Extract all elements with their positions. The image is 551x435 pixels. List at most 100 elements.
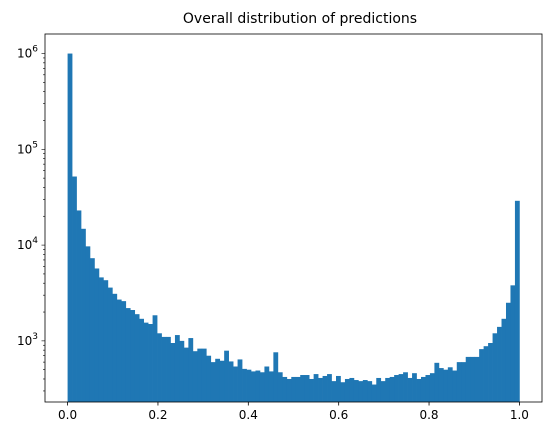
histogram-bar — [210, 362, 216, 402]
y-tick-label: 103 — [17, 332, 38, 348]
histogram-bar — [161, 336, 167, 402]
histogram-bar — [268, 371, 274, 402]
histogram-bar — [505, 302, 511, 402]
histogram-bar — [353, 380, 359, 402]
histogram-bar — [447, 367, 453, 402]
histogram-bar — [143, 322, 149, 402]
histogram-bar — [331, 381, 337, 402]
histogram-bar — [134, 314, 140, 402]
histogram-bar — [76, 210, 82, 402]
histogram-bar — [282, 376, 288, 402]
histogram-bar — [514, 200, 520, 402]
histogram-bar — [425, 375, 431, 402]
histogram-bar — [166, 336, 171, 402]
histogram-bar — [125, 308, 131, 402]
histogram-bar — [318, 377, 323, 402]
histogram-bar — [157, 333, 162, 402]
histogram-bar — [465, 356, 471, 402]
histogram-bar — [188, 338, 194, 402]
histogram-bar — [112, 293, 118, 402]
histogram-bar — [474, 356, 480, 402]
histogram-bar — [362, 380, 368, 402]
x-tick-label: 0.4 — [239, 408, 258, 422]
histogram-bar — [277, 372, 283, 402]
x-tick-label: 0.0 — [58, 408, 77, 422]
x-tick-label: 0.8 — [419, 408, 438, 422]
histogram-bar — [264, 366, 270, 402]
histogram-bar — [483, 346, 489, 402]
histogram-bar — [98, 277, 104, 402]
histogram-bar — [371, 384, 377, 402]
histogram-bar — [398, 374, 404, 402]
y-tick-label: 104 — [17, 236, 38, 252]
histogram-bars — [67, 53, 520, 403]
histogram-bar — [201, 348, 207, 402]
histogram-bar — [237, 359, 243, 402]
histogram-bar — [81, 228, 86, 402]
histogram-bar — [456, 362, 462, 402]
histogram-bar — [242, 368, 247, 402]
histogram-bar — [179, 340, 185, 402]
axes-frame — [44, 33, 543, 403]
histogram-bar — [452, 370, 458, 402]
histogram-bar — [89, 258, 95, 402]
histogram-bar — [273, 352, 279, 402]
y-tick-label: 106 — [17, 45, 38, 61]
histogram-bar — [251, 371, 256, 402]
histogram-bar — [416, 378, 422, 402]
histogram-bar — [170, 343, 176, 402]
histogram-bar — [501, 318, 507, 402]
histogram-bar — [322, 375, 328, 402]
chart-title: Overall distribution of predictions — [183, 11, 417, 27]
histogram-bar — [148, 324, 153, 402]
histogram-bar — [510, 285, 516, 402]
x-tick-label: 0.6 — [329, 408, 348, 422]
histogram-bar — [206, 355, 212, 402]
histogram-bar — [107, 287, 113, 402]
histogram-bar — [488, 343, 493, 402]
histogram-bar — [139, 318, 144, 402]
histogram-bar — [215, 358, 221, 402]
x-tick-label: 0.2 — [148, 408, 167, 422]
histogram-bar — [255, 370, 261, 402]
histogram-bar — [380, 381, 386, 402]
histogram-bar — [130, 310, 136, 402]
histogram-bar — [309, 378, 314, 402]
histogram-bar — [336, 375, 341, 402]
histogram-bar — [420, 376, 426, 402]
histogram-bar — [197, 348, 203, 402]
histogram-bar — [85, 246, 91, 402]
histogram-bar — [219, 360, 225, 402]
histogram-bar — [429, 373, 435, 402]
histogram-bar — [304, 375, 310, 402]
y-tick-label: 105 — [17, 140, 38, 156]
histogram-bar — [103, 280, 109, 402]
histogram-bar — [443, 369, 449, 402]
histogram-bar — [492, 333, 498, 402]
histogram-bar — [389, 376, 395, 402]
histogram-bar — [291, 376, 297, 402]
histogram-bar — [438, 368, 444, 402]
histogram-bar — [183, 347, 189, 402]
histogram-bar — [174, 335, 180, 402]
histogram-bar — [358, 381, 364, 402]
histogram-bar — [479, 349, 484, 402]
histogram-bar — [224, 350, 229, 402]
histogram-bar — [192, 351, 198, 402]
histogram-bar — [259, 372, 265, 402]
histogram-bar — [121, 301, 127, 402]
histogram-bar — [67, 53, 73, 403]
histogram-bar — [344, 378, 350, 402]
histogram-bar — [228, 361, 234, 402]
histogram-bar — [116, 299, 122, 402]
histogram-bar — [407, 377, 413, 402]
histogram-bar — [295, 376, 301, 402]
histogram-bar — [327, 374, 332, 402]
histogram-bar — [152, 315, 158, 402]
histogram-bar — [403, 372, 408, 402]
histogram-bar — [72, 176, 77, 402]
histogram-bar — [300, 375, 306, 402]
histogram-bar — [385, 377, 391, 402]
histogram-bar — [412, 373, 417, 402]
